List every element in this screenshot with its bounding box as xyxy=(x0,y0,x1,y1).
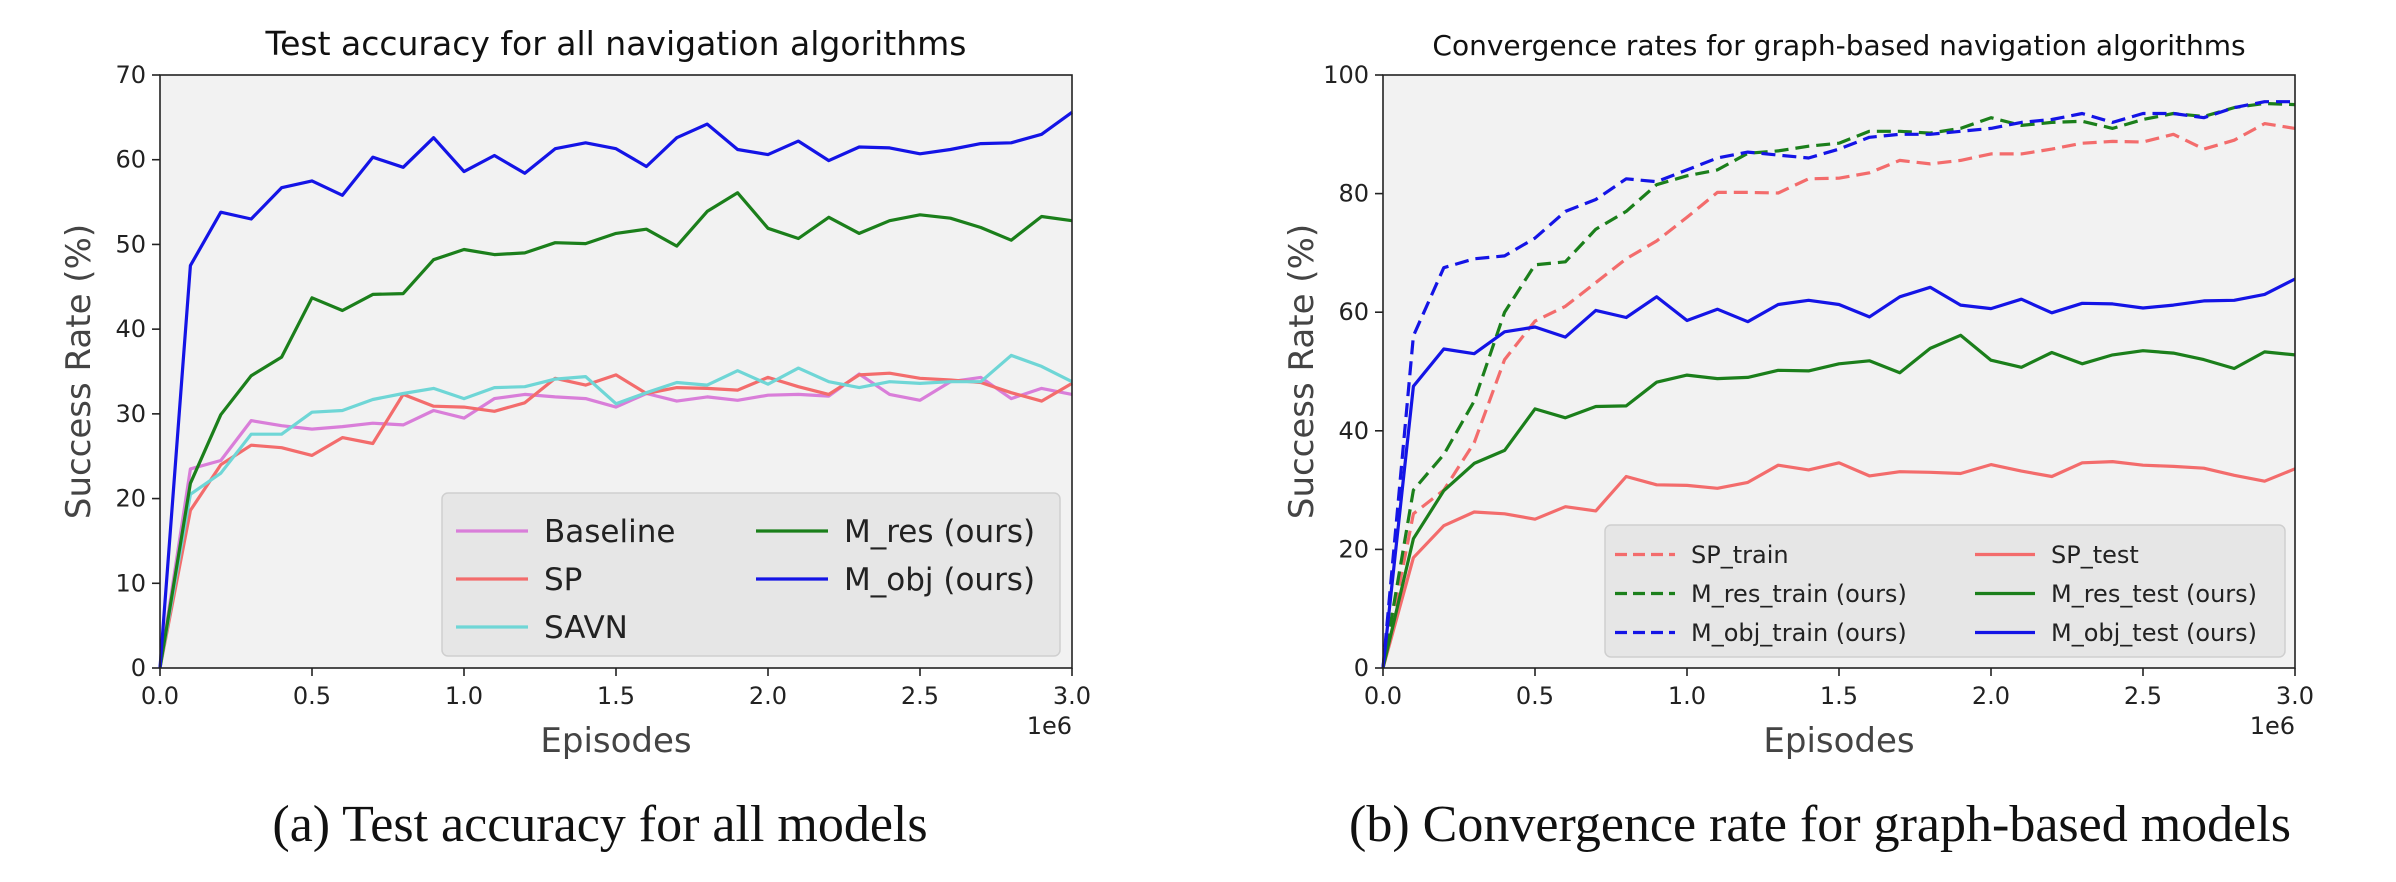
legend-box xyxy=(1604,524,2286,658)
y-tick-label: 40 xyxy=(115,315,146,343)
legend-label: M_res (ours) xyxy=(844,514,1035,550)
chart-title: Convergence rates for graph-based naviga… xyxy=(1432,29,2245,62)
y-tick-label: 20 xyxy=(1338,535,1369,563)
series-line-baseline xyxy=(158,372,1073,669)
legend-label: SP_train xyxy=(1691,541,1789,569)
y-tick-label: 0 xyxy=(131,654,146,682)
y-axis-label: Success Rate (%) xyxy=(1282,224,1322,519)
y-tick-label: 50 xyxy=(115,230,146,258)
y-tick-label: 70 xyxy=(115,61,146,89)
caption-a: (a) Test accuracy for all models xyxy=(272,796,928,853)
y-tick-label: 10 xyxy=(115,569,146,597)
legend-box xyxy=(441,492,1061,657)
series-line-sp xyxy=(158,371,1073,669)
x-tick-label: 0.5 xyxy=(1516,682,1554,710)
y-tick-label: 100 xyxy=(1323,61,1369,89)
caption-b: (b) Convergence rate for graph-based mod… xyxy=(1349,796,2291,853)
legend-label: M_obj_test (ours) xyxy=(2051,619,2257,647)
legend-label: M_res_test (ours) xyxy=(2051,580,2257,608)
legend-label: M_obj (ours) xyxy=(844,562,1035,598)
series-line-sp-test xyxy=(1381,460,2296,669)
series-line-savn xyxy=(158,353,1073,669)
legend: SP_train M_res_train (ours) M_obj_train (o… xyxy=(1604,524,2286,658)
legend-label: SP_test xyxy=(2051,541,2139,569)
y-axis-label: Success Rate (%) xyxy=(59,224,99,519)
x-tick-label: 3.0 xyxy=(1053,682,1091,710)
x-tick-label: 3.0 xyxy=(2276,682,2314,710)
x-scale-note: 1e6 xyxy=(1027,712,1072,740)
x-tick-label: 2.5 xyxy=(2124,682,2162,710)
x-axis-label: Episodes xyxy=(1763,721,1914,761)
x-tick-label: 1.0 xyxy=(1668,682,1706,710)
legend-label: Baseline xyxy=(544,514,675,550)
y-tick-label: 0 xyxy=(1354,654,1369,682)
x-tick-label: 0.0 xyxy=(141,682,179,710)
y-tick-label: 40 xyxy=(1338,417,1369,445)
x-tick-label: 0.5 xyxy=(293,682,331,710)
x-tick-label: 1.0 xyxy=(445,682,483,710)
legend-label: SP xyxy=(544,562,582,598)
chart-convergence-rates: Convergence rates for graph-based naviga… xyxy=(1282,29,2314,761)
x-tick-label: 1.5 xyxy=(597,682,635,710)
y-tick-label: 60 xyxy=(1338,298,1369,326)
x-tick-label: 2.0 xyxy=(749,682,787,710)
x-tick-label: 0.0 xyxy=(1364,682,1402,710)
chart-title: Test accuracy for all navigation algorit… xyxy=(265,24,967,63)
series-line-sp-train xyxy=(1381,121,2296,669)
y-tick-label: 60 xyxy=(115,146,146,174)
legend-label: SAVN xyxy=(544,610,628,646)
series-line-m-res-train-ours xyxy=(1381,101,2296,669)
y-tick-label: 30 xyxy=(115,400,146,428)
legend-label: M_obj_train (ours) xyxy=(1691,619,1907,647)
series-line-m-obj-train-ours xyxy=(1381,100,2295,669)
x-tick-label: 2.5 xyxy=(901,682,939,710)
series-line-m-obj-ours xyxy=(158,111,1073,669)
x-scale-note: 1e6 xyxy=(2250,712,2295,740)
x-tick-label: 2.0 xyxy=(1972,682,2010,710)
legend: Baseline SP SAVN M_res (ours) M_obj (ours) xyxy=(441,492,1061,657)
series-line-m-res-ours xyxy=(158,191,1073,669)
y-tick-label: 80 xyxy=(1338,180,1369,208)
legend-label: M_res_train (ours) xyxy=(1691,580,1907,608)
chart-test-accuracy: Test accuracy for all navigation algorit… xyxy=(59,24,1091,761)
x-axis-label: Episodes xyxy=(540,721,691,761)
y-tick-label: 20 xyxy=(115,485,146,513)
x-tick-label: 1.5 xyxy=(1820,682,1858,710)
series-line-m-res-test-ours xyxy=(1381,333,2296,669)
series-line-m-obj-test-ours xyxy=(1381,277,2296,669)
